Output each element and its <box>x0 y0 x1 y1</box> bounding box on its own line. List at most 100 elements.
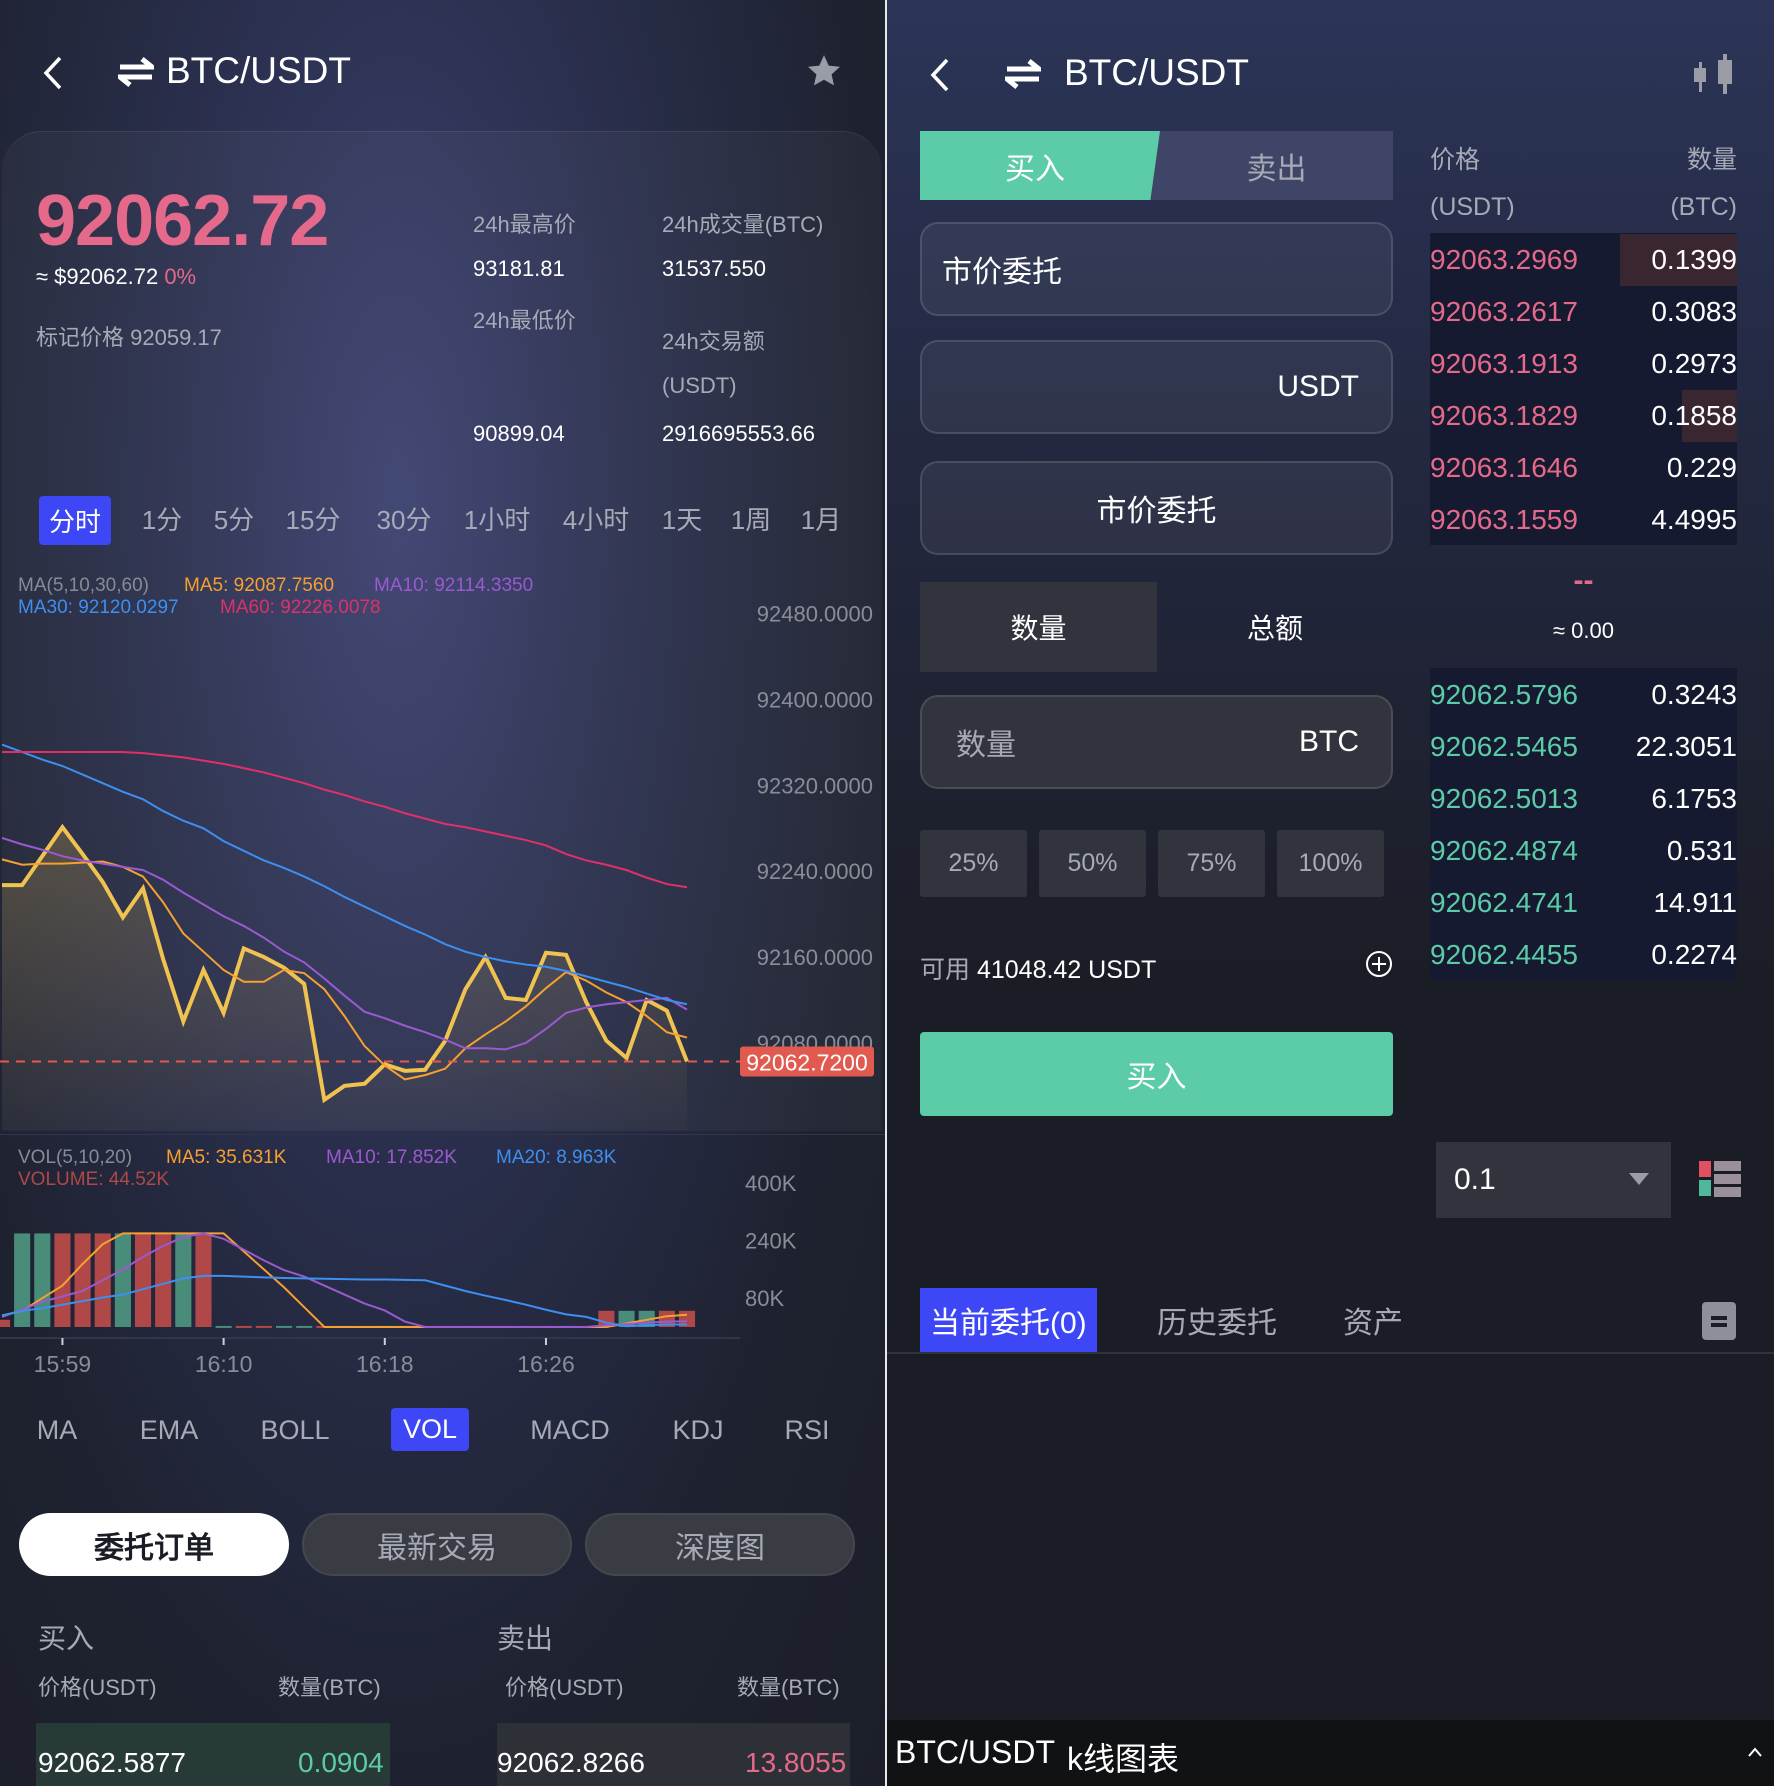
ask-row[interactable]: 92063.2969 0.1399 <box>1430 234 1737 286</box>
mark-price-label: 标记价格 <box>36 325 125 350</box>
bid-row[interactable]: 92062.5465 22.3051 <box>1430 721 1737 773</box>
ask-row[interactable]: 92063.1829 0.1858 <box>1430 390 1737 442</box>
ob-price-header: 价格 <box>1430 146 1481 174</box>
back-icon[interactable] <box>40 55 66 91</box>
indicator-tab-kdj[interactable]: KDJ <box>672 1415 724 1445</box>
indicator-tab-vol[interactable]: VOL <box>390 1408 470 1451</box>
bid-price: 92062.5796 <box>1430 679 1578 710</box>
interval-tab-4h[interactable]: 4小时 <box>562 505 630 535</box>
caret-up-icon[interactable] <box>1747 1746 1763 1758</box>
ob-qty-header: 数量 <box>1686 146 1737 174</box>
ask-row[interactable]: 92063.1646 0.229 <box>1430 442 1737 494</box>
market-order-button[interactable]: 市价委托 <box>920 461 1393 555</box>
tab-order-history[interactable]: 历史委托 <box>1157 1307 1277 1340</box>
indicator-tab-rsi[interactable]: RSI <box>784 1415 830 1445</box>
indicator-tab-ma[interactable]: MA <box>36 1415 78 1445</box>
last-price: 92062.72 <box>36 181 329 261</box>
volume-bar <box>276 1325 293 1328</box>
tab-latest-trades[interactable]: 最新交易 <box>302 1513 572 1576</box>
ask-row[interactable]: 92063.2617 0.3083 <box>1430 286 1737 338</box>
bid-row[interactable]: 92062.5796 0.3243 <box>1430 669 1737 721</box>
interval-tab-30m[interactable]: 30分 <box>376 505 432 535</box>
ma10-line <box>1 836 688 1051</box>
swap-arrows-icon[interactable] <box>118 56 154 88</box>
interval-tab-1mo[interactable]: 1月 <box>800 505 842 535</box>
bid-row[interactable]: 92062.4455 0.2274 <box>1430 929 1737 981</box>
bid-row[interactable]: 92062.4741 14.911 <box>1430 877 1737 929</box>
bid-row[interactable]: 92062.4874 0.531 <box>1430 825 1737 877</box>
ask-row[interactable]: 92063.1913 0.2973 <box>1430 338 1737 390</box>
interval-tab-5m[interactable]: 5分 <box>213 505 255 535</box>
tab-assets[interactable]: 资产 <box>1343 1307 1403 1340</box>
orderbook-layout-icon[interactable] <box>1699 1161 1741 1197</box>
quantity-input[interactable]: 数量 BTC <box>920 695 1393 789</box>
ma5-legend: MA5: 92087.7560 <box>184 575 335 596</box>
ma30-legend: MA30: 92120.0297 <box>18 597 179 618</box>
ask-row[interactable]: 92063.1559 4.4995 <box>1430 494 1737 546</box>
vol-legend-title: VOL(5,10,20) <box>18 1147 133 1168</box>
ob-last-approx: ≈ 0.00 <box>1552 618 1614 643</box>
dropdown-triangle-icon <box>1629 1173 1649 1185</box>
indicator-tab-ema[interactable]: EMA <box>139 1415 199 1445</box>
volume-axis-label: 240K <box>745 1229 797 1254</box>
tab-orders[interactable]: 委托订单 <box>19 1513 289 1576</box>
interval-tab-1h[interactable]: 1小时 <box>463 505 531 535</box>
interval-tab-1m[interactable]: 1分 <box>141 505 183 535</box>
order-list-icon[interactable] <box>1702 1302 1736 1340</box>
vol-ma20-legend: MA20: 8.963K <box>496 1147 617 1168</box>
swap-arrows-icon[interactable] <box>1005 58 1041 90</box>
plus-circle-icon[interactable] <box>1365 950 1393 978</box>
volume-bar <box>296 1325 313 1328</box>
bid-qty: 6.1753 <box>1651 783 1737 814</box>
interval-tab-fenshi[interactable]: 分时 <box>38 496 112 545</box>
ask-price: 92063.1559 <box>1430 504 1578 535</box>
ask-depth-bar <box>1681 390 1737 442</box>
order-type-select[interactable]: 市价委托 <box>920 222 1393 316</box>
interval-tab-1w[interactable]: 1周 <box>730 505 772 535</box>
available-label: 可用 <box>920 956 971 984</box>
interval-tab-1d[interactable]: 1天 <box>661 505 703 535</box>
buy-tab[interactable]: 买入 <box>920 131 1160 200</box>
bids-list <box>1430 668 1737 980</box>
percent-75-button[interactable]: 75% <box>1158 830 1265 897</box>
buy-submit-button[interactable]: 买入 <box>920 1032 1393 1116</box>
volume-bar <box>114 1233 131 1327</box>
sell-tab[interactable]: 卖出 <box>1246 152 1307 186</box>
qty-mode-tab[interactable]: 数量 <box>920 582 1157 672</box>
interval-tab-15m[interactable]: 15分 <box>285 505 341 535</box>
ask-price: 92063.1646 <box>1430 452 1578 483</box>
indicator-tab-macd[interactable]: MACD <box>530 1415 610 1445</box>
candlestick-icon[interactable] <box>1690 52 1738 96</box>
tab-depth-chart[interactable]: 深度图 <box>585 1513 855 1576</box>
depth-precision-select[interactable]: 0.1 <box>1436 1142 1671 1218</box>
tab-current-orders[interactable]: 当前委托(0) <box>920 1288 1097 1352</box>
bid-qty: 0.2274 <box>1651 939 1737 970</box>
bid-qty: 22.3051 <box>1635 731 1737 762</box>
ask-qty: 0.229 <box>1666 452 1737 483</box>
total-mode-tab[interactable]: 总额 <box>1246 613 1303 644</box>
pair-title[interactable]: BTC/USDT <box>1064 52 1249 93</box>
volume-axis-label: 400K <box>745 1171 797 1196</box>
low-label: 24h最低价 <box>473 308 576 333</box>
pair-title[interactable]: BTC/USDT <box>166 50 351 91</box>
bid-row[interactable]: 92062.5013 6.1753 <box>1430 773 1737 825</box>
bottom-bar[interactable]: BTC/USDT k线图表 <box>887 1720 1774 1786</box>
ma-legend-title: MA(5,10,30,60) <box>18 575 149 596</box>
price-volume-chart[interactable]: 92480.0000 92400.0000 92320.0000 92240.0000… <box>0 0 885 1400</box>
star-icon[interactable] <box>805 52 843 90</box>
percent-100-button[interactable]: 100% <box>1277 830 1384 897</box>
bid-price: 92062.5465 <box>1430 731 1578 762</box>
percent-25-button[interactable]: 25% <box>920 830 1027 897</box>
indicator-tab-boll[interactable]: BOLL <box>260 1415 330 1445</box>
percent-50-button[interactable]: 50% <box>1039 830 1146 897</box>
trade-panel: BTC/USDT 买入 卖出 市价委托 USDT 市价委托 数量 总额 数量 B… <box>887 0 1774 1786</box>
back-icon[interactable] <box>927 57 953 93</box>
chart-divider <box>0 1134 885 1135</box>
ob-last-price: -- <box>1573 564 1594 597</box>
price-input[interactable]: USDT <box>920 340 1393 434</box>
volume-ma20-line <box>1 1274 687 1328</box>
change-pct: 0% <box>164 264 197 289</box>
ma60-legend: MA60: 92226.0078 <box>220 597 381 618</box>
volume-bar <box>255 1325 272 1328</box>
price-unit: USDT <box>1277 370 1359 403</box>
